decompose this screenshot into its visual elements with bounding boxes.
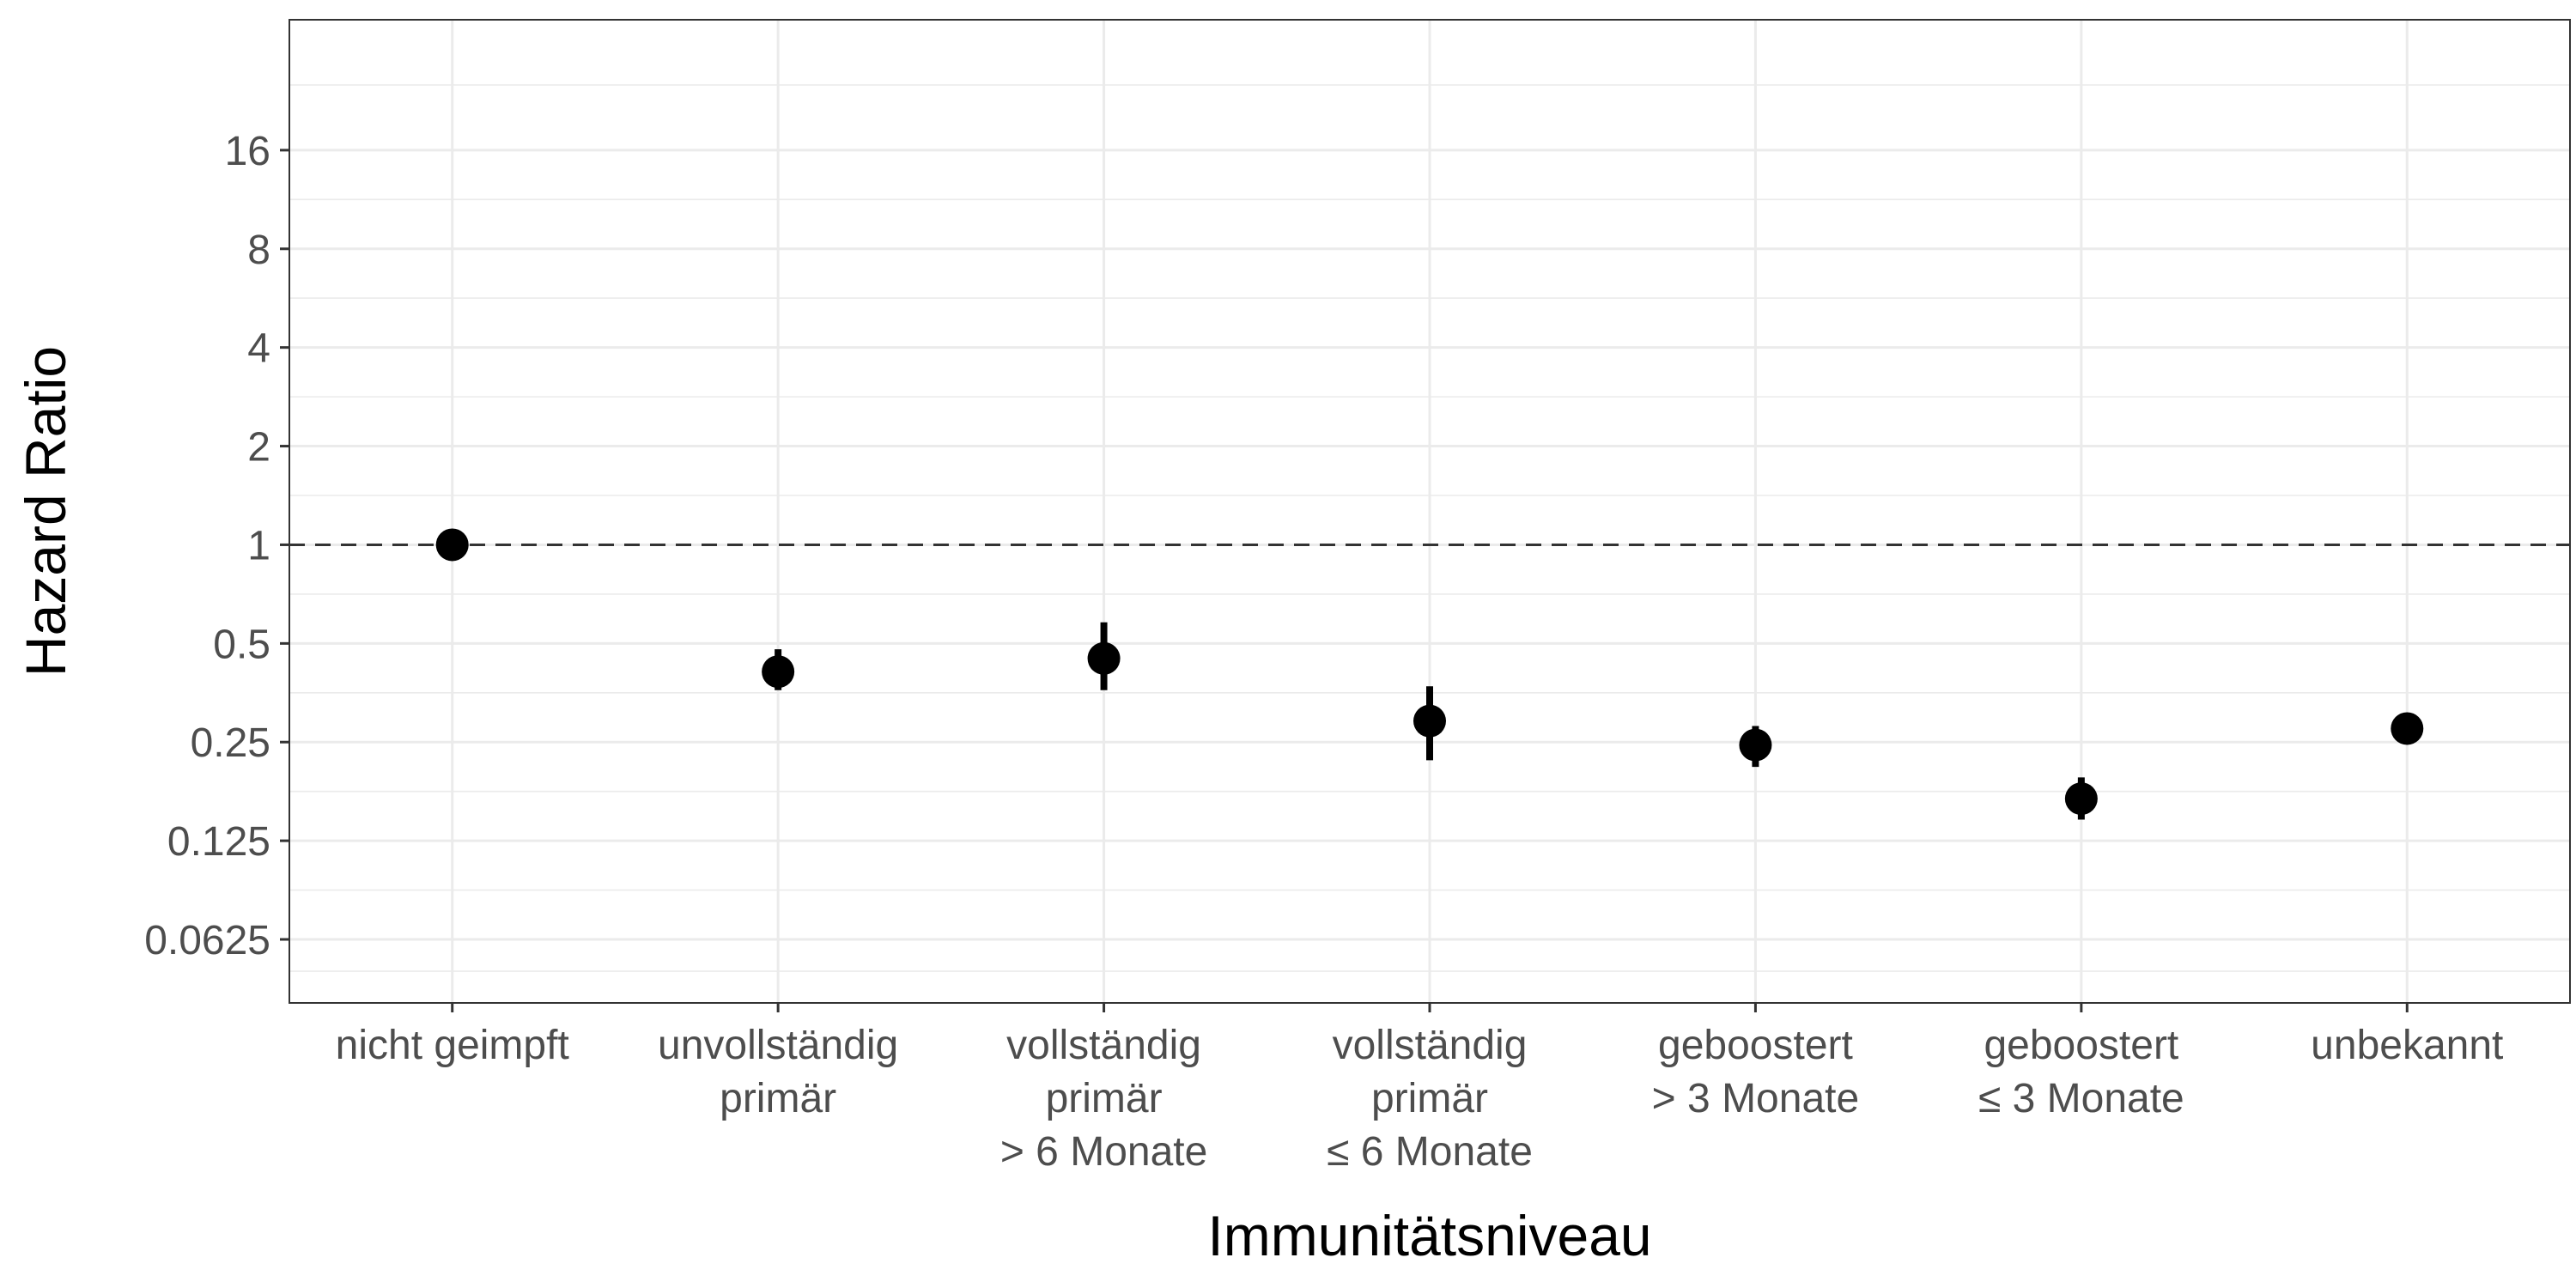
y-tick-label: 8: [247, 228, 270, 273]
x-tick-label-line: vollständig: [1333, 1023, 1528, 1068]
x-tick-label-line: unvollständig: [658, 1023, 898, 1068]
x-tick-label: vollständig primär ≤ 6 Monate: [1327, 1023, 1533, 1175]
y-axis-ticks: 0.0625 0.125 0.25 0.5 1 2 4 8 16: [144, 129, 289, 963]
x-tick-label-line: unbekannt: [2311, 1023, 2503, 1068]
x-tick-label-line: geboostert: [1658, 1023, 1853, 1068]
hazard-ratio-point: [1413, 704, 1446, 738]
x-axis-title: Immunitätsniveau: [1207, 1204, 1651, 1267]
x-axis-ticks: nicht geimpft unvollständig primärvollstän…: [336, 1003, 2503, 1175]
data-marks: [435, 528, 2424, 820]
x-tick-label-line: ≤ 3 Monate: [1978, 1076, 2184, 1121]
hazard-ratio-point: [762, 655, 795, 689]
x-tick-label-line: primär: [720, 1076, 836, 1121]
x-tick-label-line: vollständig: [1006, 1023, 1201, 1068]
x-tick-label-line: > 3 Monate: [1652, 1076, 1860, 1121]
hazard-ratio-point: [435, 528, 469, 562]
x-tick-label: geboostert > 3 Monate: [1652, 1023, 1860, 1121]
x-tick-label-line: geboostert: [1984, 1023, 2178, 1068]
hazard-ratio-point: [1739, 728, 1772, 762]
y-tick-label: 1: [247, 523, 270, 568]
y-tick-label: 4: [247, 326, 270, 372]
hazard-ratio-point: [2391, 712, 2424, 745]
x-tick-label-line: > 6 Monate: [1000, 1129, 1208, 1175]
y-tick-label: 16: [225, 129, 270, 174]
y-tick-label: 2: [247, 425, 270, 471]
y-tick-label: 0.25: [191, 720, 270, 766]
hazard-ratio-point: [2064, 782, 2098, 816]
y-tick-label: 0.0625: [144, 918, 270, 963]
x-tick-label: unbekannt: [2311, 1023, 2503, 1068]
x-tick-label: unvollständig primär: [658, 1023, 898, 1121]
x-tick-label-line: primär: [1046, 1076, 1163, 1121]
x-tick-label: vollständig primär > 6 Monate: [1000, 1023, 1208, 1175]
x-tick-label: nicht geimpft: [336, 1023, 569, 1068]
y-tick-label: 0.125: [167, 819, 270, 865]
y-tick-label: 0.5: [213, 622, 270, 667]
x-tick-label-line: nicht geimpft: [336, 1023, 569, 1068]
y-axis-title: Hazard Ratio: [14, 346, 77, 677]
hazard-ratio-point: [1087, 641, 1121, 675]
x-tick-label: geboostert ≤ 3 Monate: [1978, 1023, 2184, 1121]
x-tick-label-line: primär: [1371, 1076, 1488, 1121]
x-tick-label-line: ≤ 6 Monate: [1327, 1129, 1533, 1175]
